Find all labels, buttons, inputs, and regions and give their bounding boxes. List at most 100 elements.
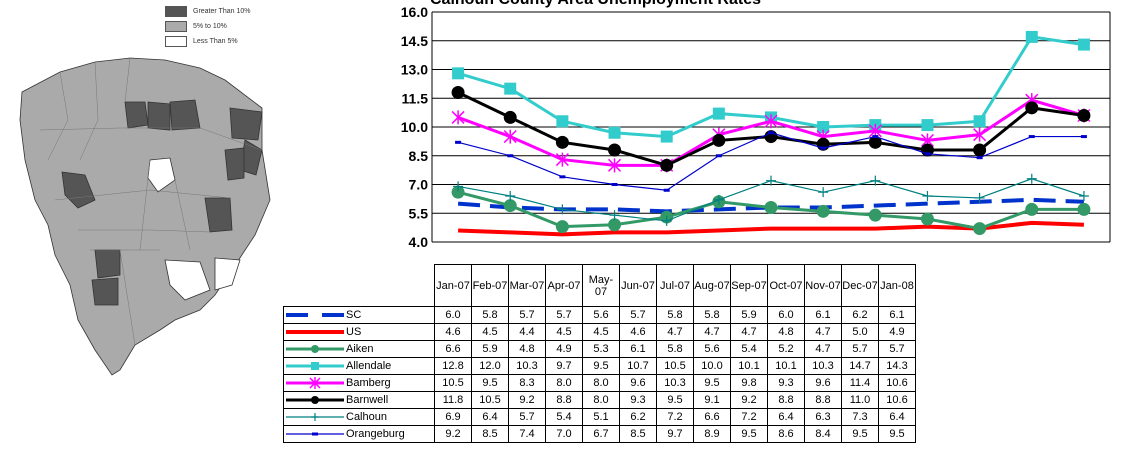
table-cell: 10.6: [878, 391, 916, 409]
point-calhoun: [557, 204, 568, 215]
table-cell: 12.8: [434, 357, 472, 375]
point-allendale: [1025, 30, 1038, 43]
point-calhoun: [453, 181, 464, 192]
y-tick-label: 11.5: [402, 90, 429, 106]
row-label: Allendale: [283, 357, 435, 375]
point-allendale: [660, 130, 673, 143]
row-label: Aiken: [283, 340, 435, 358]
table-cell: 10.1: [767, 357, 805, 375]
row-label: Orangeburg: [283, 425, 435, 443]
table-cell: 9.1: [693, 391, 731, 409]
table-cell: 9.7: [656, 425, 694, 443]
column-header: Apr-07: [545, 264, 583, 307]
table-cell: 6.1: [804, 306, 842, 324]
column-header: Jul-07: [656, 264, 694, 307]
legend-item-5-to-10: 5% to 10%: [165, 19, 250, 34]
table-cell: 7.3: [841, 408, 879, 426]
white-county-charleston: [164, 259, 211, 301]
legend-item-greater-than-10: Greater Than 10%: [165, 4, 250, 19]
table-cell: 9.2: [508, 391, 546, 409]
point-orangeburg: [924, 152, 931, 156]
table-corner: [283, 264, 435, 307]
table-row: Allendale 12.8 12.0 10.3 9.7 9.5 10.7 10.5 10.0 1…: [283, 357, 916, 375]
column-header: Mar-07: [508, 264, 546, 307]
table-cell: 4.4: [508, 323, 546, 341]
legend-swatch: [165, 21, 187, 32]
point-orangeburg: [1080, 135, 1087, 139]
table-cell: 9.6: [619, 374, 657, 392]
table-cell: 5.9: [730, 306, 768, 324]
table-cell: 6.4: [878, 408, 916, 426]
table-cell: 8.5: [619, 425, 657, 443]
table-cell: 8.8: [545, 391, 583, 409]
table-cell: 5.4: [730, 340, 768, 358]
table-cell: 14.3: [878, 357, 916, 375]
chart-title: Calhoun County Area Unemployment Rates: [430, 0, 761, 9]
point-calhoun: [1078, 191, 1089, 201]
row-label-text: Barnwell: [346, 394, 389, 406]
table-cell: 6.9: [434, 408, 472, 426]
dark-county-williamsburg: [204, 197, 233, 233]
table-cell: 8.9: [693, 425, 731, 443]
table-cell: 8.3: [508, 374, 546, 392]
point-orangeburg: [872, 135, 879, 139]
legend-marker: [311, 396, 319, 404]
table-cell: 6.1: [619, 340, 657, 358]
table-cell: 9.5: [693, 374, 731, 392]
point-barnwell: [1077, 109, 1091, 122]
table-cell: 6.2: [841, 306, 879, 324]
table-cell: 6.2: [619, 408, 657, 426]
point-allendale: [556, 115, 569, 128]
table-cell: 5.7: [619, 306, 657, 324]
dark-county-allendale: [91, 277, 119, 306]
point-orangeburg: [715, 154, 722, 158]
y-tick-label: 10.0: [401, 119, 428, 135]
table-cell: 10.5: [434, 374, 472, 392]
point-barnwell: [555, 135, 569, 149]
point-aiken: [764, 201, 778, 214]
table-cell: 5.8: [656, 340, 694, 358]
table-cell: 5.8: [471, 306, 509, 324]
table-cell: 10.3: [656, 374, 694, 392]
row-label-text: Orangeburg: [346, 428, 405, 440]
table-row: Bamberg 10.5 9.5 8.3 8.0 8.0 9.6 10.3 9.5 9.8 9.3 9…: [283, 374, 916, 392]
legend-key-calhoun: [286, 413, 344, 421]
point-aiken: [920, 212, 934, 226]
y-tick-label: 16.0: [401, 4, 428, 20]
row-label-text: Calhoun: [346, 411, 387, 423]
row-label: US: [283, 323, 435, 341]
table-cell: 7.2: [730, 408, 768, 426]
row-label: Bamberg: [283, 374, 435, 392]
column-header: Dec-07: [841, 264, 879, 307]
point-aiken: [816, 204, 830, 218]
table-cell: 4.7: [693, 323, 731, 341]
point-orangeburg: [768, 131, 774, 135]
point-calhoun: [661, 215, 672, 226]
table-cell: 4.8: [508, 340, 546, 358]
point-orangeburg: [455, 140, 462, 144]
table-cell: 5.7: [841, 340, 879, 358]
table-cell: 5.2: [767, 340, 805, 358]
table-cell: 8.5: [471, 425, 509, 443]
point-aiken: [973, 222, 987, 236]
table-cell: 6.4: [471, 408, 509, 426]
table-cell: 6.4: [767, 408, 805, 426]
point-bamberg: [503, 129, 517, 144]
table-cell: 9.7: [545, 357, 583, 375]
dark-county-mccormick: [61, 171, 96, 209]
white-county-beaufort: [214, 257, 241, 291]
point-allendale: [921, 119, 934, 132]
column-header: Jun-07: [619, 264, 657, 307]
row-label: SC: [283, 306, 435, 324]
table-row: Barnwell 11.8 10.5 9.2 8.8 8.0 9.3 9.5 9.1 9.2 8.8…: [283, 391, 916, 409]
table-row: Orangeburg 9.2 8.5 7.4 7.0 6.7 8.5 9.7 8.9 9.5 8.6…: [283, 425, 916, 443]
table-cell: 10.6: [878, 374, 916, 392]
column-header: Sep-07: [730, 264, 768, 307]
table-cell: 6.7: [582, 425, 620, 443]
table-cell: 6.0: [767, 306, 805, 324]
table-cell: 10.0: [693, 357, 731, 375]
point-calhoun: [922, 191, 933, 201]
point-calhoun: [505, 191, 516, 201]
table-cell: 4.8: [767, 323, 805, 341]
state-outline: [19, 57, 271, 376]
